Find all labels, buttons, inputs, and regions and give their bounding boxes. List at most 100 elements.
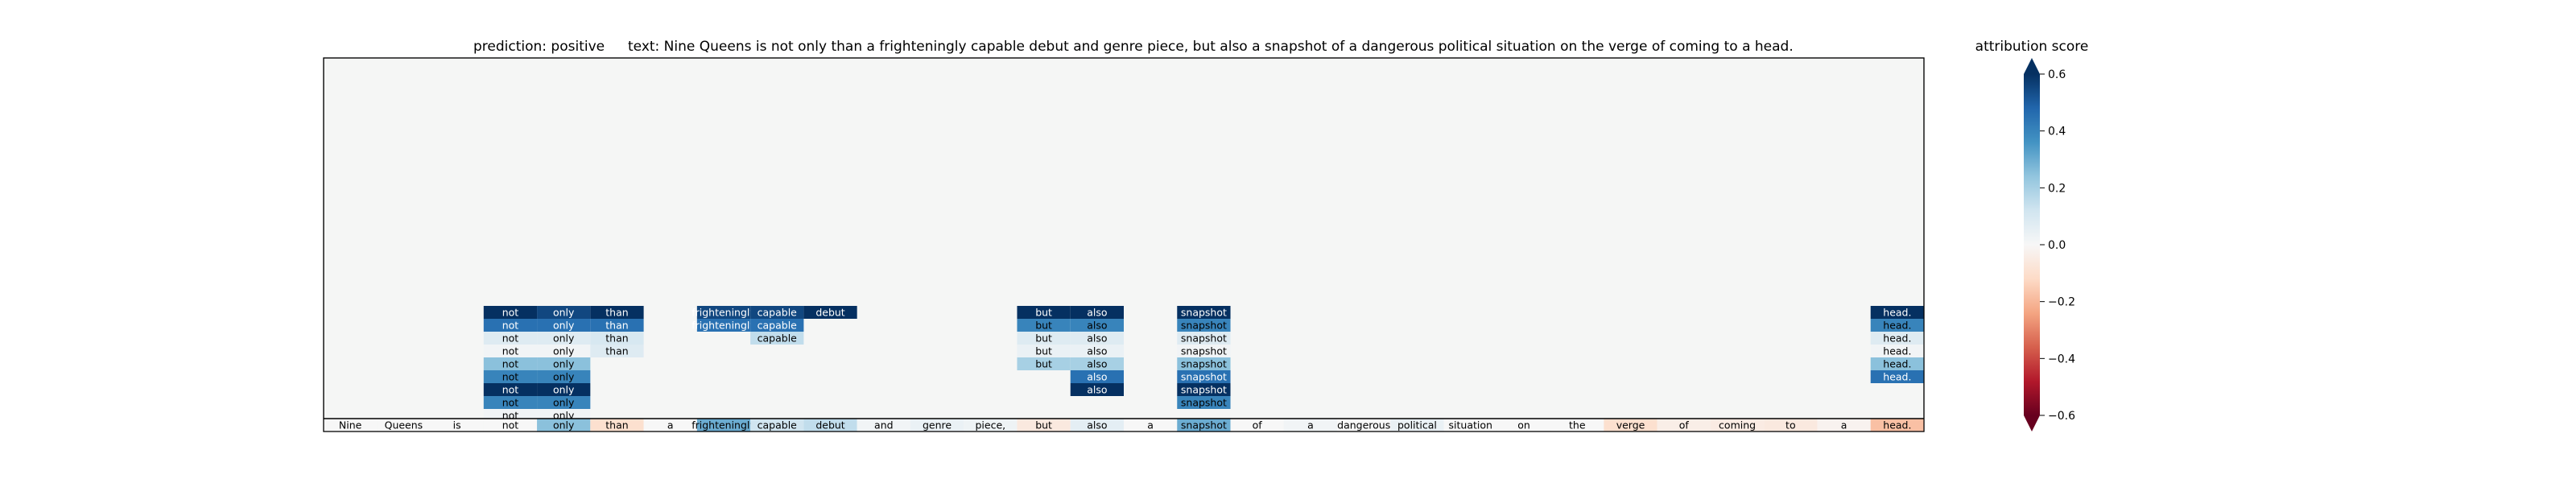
attribution-cell-label: not (502, 345, 519, 357)
attribution-cell-label: head. (1883, 307, 1911, 319)
attribution-cell (590, 306, 644, 319)
attribution-cell-label: only (553, 345, 575, 357)
colorbar-tick-label: −0.4 (2048, 353, 2075, 365)
attribution-cells: not only than not only than not only than not only… (483, 306, 1924, 422)
text-title: text: Nine Queens is not only than a fri… (628, 39, 1794, 55)
attribution-cell (1177, 345, 1231, 357)
attribution-cell (590, 332, 644, 345)
attribution-cell (590, 319, 644, 332)
attribution-cell (1070, 319, 1124, 332)
attribution-cell (1070, 370, 1124, 383)
attribution-cell (483, 396, 538, 409)
attribution-cell-label: snapshot (1181, 371, 1227, 383)
colorbar-extend-bottom (2024, 415, 2040, 431)
token-row: Nine Queens is not only than a frighteningly cap… (324, 419, 1924, 431)
attribution-cell-label: head. (1883, 358, 1911, 370)
attribution-cell (1177, 396, 1231, 409)
attribution-cell-label: than (605, 320, 628, 332)
attribution-cell-label: also (1087, 358, 1107, 370)
attribution-cell (750, 332, 804, 345)
token-label: dangerous (1337, 419, 1390, 431)
colorbar-tick-label: 0.4 (2048, 126, 2066, 138)
attribution-cell (1177, 357, 1231, 370)
token-label: Nine (339, 419, 362, 431)
attribution-cell-label: only (553, 371, 575, 383)
token-label: genre (923, 419, 952, 431)
attribution-cell (1177, 319, 1231, 332)
attribution-cell-label: not (502, 320, 519, 332)
attribution-cell (483, 345, 538, 357)
token-label: not (502, 419, 519, 431)
attribution-cell-label: but (1035, 332, 1052, 345)
attribution-cell-label: snapshot (1181, 358, 1227, 370)
attribution-cell-label: not (502, 358, 519, 370)
token-label: is (453, 419, 461, 431)
attribution-cell-label: but (1035, 358, 1052, 370)
attribution-cell (1870, 357, 1924, 370)
attribution-cell (1177, 370, 1231, 383)
attribution-cell-label: capable (758, 332, 798, 345)
token-cell (1390, 419, 1444, 431)
attribution-cell-label: only (553, 307, 575, 319)
colorbar-gradient (2024, 74, 2040, 415)
attribution-cell (1870, 370, 1924, 383)
token-label: debut (815, 419, 844, 431)
attribution-cell (1017, 357, 1071, 370)
token-cell (537, 419, 591, 431)
attribution-cell-label: than (605, 345, 628, 357)
attribution-cell (1017, 345, 1071, 357)
attribution-cell-label: but (1035, 320, 1052, 332)
attribution-cell-label: snapshot (1181, 384, 1227, 396)
token-label: frighteningly (691, 419, 756, 431)
attribution-cell (1017, 319, 1071, 332)
attribution-cell (537, 370, 591, 383)
token-label: verge (1616, 419, 1645, 431)
attribution-cell-label: frighteningly (691, 307, 756, 319)
attribution-cell (483, 319, 538, 332)
token-cell (430, 419, 484, 431)
attribution-cell-label: snapshot (1181, 320, 1227, 332)
token-label: political (1397, 419, 1437, 431)
token-cell (1604, 419, 1657, 431)
attribution-cell (1177, 306, 1231, 319)
attribution-cell (483, 357, 538, 370)
token-cell (1230, 419, 1284, 431)
token-label: Queens (385, 419, 423, 431)
attribution-cell (537, 306, 591, 319)
token-label: head. (1883, 419, 1911, 431)
token-cell (1017, 419, 1071, 431)
attribution-cell-label: not (502, 307, 519, 319)
colorbar-label: attribution score (1975, 39, 2089, 55)
token-label: but (1035, 419, 1052, 431)
attribution-cell (483, 370, 538, 383)
token-cell (696, 419, 751, 431)
attribution-cell-label: head. (1883, 371, 1911, 383)
attribution-cell (537, 345, 591, 357)
attribution-cell-label: head. (1883, 332, 1911, 345)
token-label: the (1569, 419, 1586, 431)
attribution-cell (483, 383, 538, 396)
attribution-cell-label: than (605, 332, 628, 345)
colorbar-tick-label: −0.6 (2048, 410, 2075, 423)
token-cell (643, 419, 697, 431)
token-cell (1124, 419, 1178, 431)
token-cell (1764, 419, 1818, 431)
attribution-cell-label: also (1087, 371, 1107, 383)
attribution-cell-label: snapshot (1181, 332, 1227, 345)
attribution-cell (696, 319, 751, 332)
token-cell (377, 419, 431, 431)
token-cell (750, 419, 804, 431)
token-label: also (1087, 419, 1107, 431)
attribution-cell (803, 306, 857, 319)
attribution-cell (1870, 319, 1924, 332)
attribution-cell (696, 306, 751, 319)
token-cell (964, 419, 1018, 431)
attribution-cell-label: than (605, 307, 628, 319)
attribution-cell-label: also (1087, 384, 1107, 396)
token-label: than (605, 419, 628, 431)
token-label: capable (758, 419, 798, 431)
attribution-cell (1017, 306, 1071, 319)
token-label: only (553, 419, 575, 431)
attribution-cell (1177, 383, 1231, 396)
colorbar (2024, 58, 2040, 431)
